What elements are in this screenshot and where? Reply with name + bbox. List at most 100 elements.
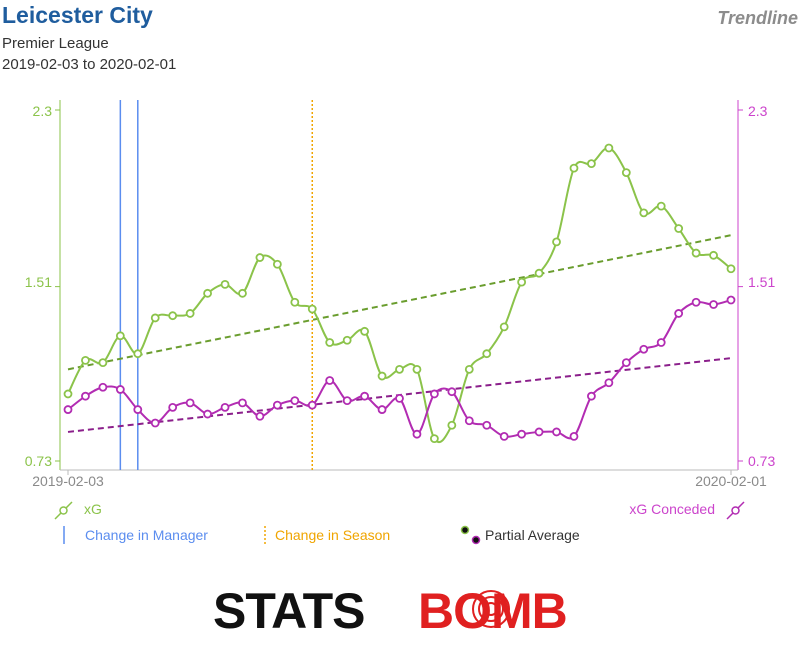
- xg-point: [482, 349, 492, 359]
- xg-conceded-point: [325, 376, 335, 385]
- xg-point: [290, 297, 300, 307]
- logo-stats-text: STATS: [213, 584, 364, 632]
- xg-conceded-point: [447, 387, 457, 397]
- xg-conceded-point: [150, 418, 160, 428]
- xg-conceded-point: [709, 300, 718, 309]
- xg-conceded-point: [98, 382, 108, 392]
- xg-conceded-point: [238, 398, 247, 408]
- xg-point: [377, 371, 387, 381]
- xg-conceded-point: [360, 391, 370, 401]
- statsbomb-logo: STATS BOMB: [213, 584, 568, 632]
- x-start-label: 2019-02-03: [32, 473, 104, 489]
- xg-conceded-point: [639, 344, 649, 354]
- xg-conceded-point: [290, 396, 300, 406]
- xg-point: [360, 326, 370, 336]
- xg-point: [150, 313, 160, 323]
- legend-xg-conceded-label: xG Conceded: [629, 501, 715, 517]
- xg-conceded-point: [621, 358, 631, 368]
- xg-conceded-point: [656, 338, 666, 347]
- xg-conceded-point: [342, 396, 352, 406]
- legend-season-label: Change in Season: [275, 527, 390, 543]
- x-end-label: 2020-02-01: [695, 473, 767, 489]
- y-tick-right-min: 0.73: [748, 453, 775, 469]
- xg-conceded-point: [133, 405, 143, 414]
- date-range-label: 2019-02-03 to 2020-02-01: [2, 56, 177, 73]
- xg-point: [656, 201, 666, 211]
- xg-conceded-point: [395, 394, 404, 403]
- xg-point: [185, 309, 195, 318]
- xg-conceded-point: [203, 409, 212, 419]
- xg-point: [203, 288, 212, 298]
- xg-point: [447, 420, 457, 430]
- xg-conceded-point: [185, 398, 195, 408]
- xg-conceded-point: [115, 385, 125, 394]
- page-title: Leicester City: [2, 2, 153, 28]
- xg-conceded-point: [81, 391, 90, 401]
- xg-point: [552, 237, 561, 247]
- xg-point: [674, 224, 684, 233]
- xg-conceded-point: [691, 297, 701, 307]
- xg-point: [342, 335, 352, 345]
- xg-point: [517, 277, 527, 287]
- y-tick-left-mid: 1.51: [25, 274, 52, 290]
- xg-conceded-point: [168, 402, 178, 412]
- xg-conceded-point: [674, 309, 684, 318]
- xg-trendline: [67, 234, 732, 371]
- legend-partial-label: Partial Average: [485, 527, 580, 543]
- target-icon: [472, 590, 510, 628]
- legend-xg-icon: [54, 501, 73, 520]
- xg-point: [621, 168, 631, 177]
- xg-point: [726, 264, 736, 274]
- xg-conceded-point: [517, 429, 527, 439]
- partial-average-icon: [460, 525, 481, 545]
- legend-xg-label: xG: [84, 501, 102, 517]
- xg-conceded-point: [499, 432, 509, 441]
- xg-conceded-point: [587, 391, 596, 401]
- xg-point: [534, 268, 544, 278]
- xg-point: [81, 355, 90, 365]
- xg-point: [168, 311, 178, 321]
- xg-point: [115, 331, 125, 341]
- xg-conceded-point: [604, 378, 614, 388]
- xg-conceded-point: [552, 427, 561, 437]
- xg-point: [272, 259, 282, 269]
- xg-conceded-point: [534, 427, 544, 437]
- xg-point: [691, 248, 701, 258]
- xg-point: [133, 349, 143, 359]
- xg-conceded-point: [412, 429, 422, 439]
- xg-point: [709, 250, 718, 260]
- xg-point: [220, 279, 230, 289]
- xg-conceded-point: [377, 405, 387, 414]
- xg-point: [412, 364, 422, 374]
- xg-point: [604, 143, 614, 153]
- legend-manager-label: Change in Manager: [85, 527, 208, 543]
- xg-point: [63, 389, 73, 399]
- xg-point: [464, 364, 474, 374]
- xg-point: [255, 253, 265, 262]
- xg-conceded-point: [726, 295, 736, 305]
- xg-point: [639, 208, 649, 218]
- competition-label: Premier League: [2, 35, 109, 52]
- xg-conceded-point: [464, 416, 474, 426]
- y-tick-left-max: 2.3: [33, 103, 53, 119]
- xg-conceded-point: [429, 389, 439, 399]
- xg-conceded-point: [63, 405, 73, 414]
- legend-xg-conceded-icon: [726, 501, 745, 520]
- xg-point: [569, 163, 579, 173]
- brand-label: Trendline: [717, 8, 798, 28]
- xg-point: [307, 304, 317, 314]
- xg-conceded-point: [272, 400, 282, 410]
- y-tick-right-mid: 1.51: [748, 274, 775, 290]
- xg-conceded-point: [307, 400, 317, 410]
- xg-point: [98, 358, 108, 368]
- xg-point: [395, 364, 404, 374]
- xg-conceded-point: [255, 411, 265, 421]
- xg-point: [587, 159, 596, 169]
- xg-point: [325, 338, 335, 347]
- xg-conceded-point: [482, 420, 492, 430]
- y-tick-left-min: 0.73: [25, 453, 52, 469]
- y-tick-right-max: 2.3: [748, 103, 768, 119]
- xg-conceded-point: [569, 432, 579, 441]
- xg-conceded-point: [220, 402, 230, 412]
